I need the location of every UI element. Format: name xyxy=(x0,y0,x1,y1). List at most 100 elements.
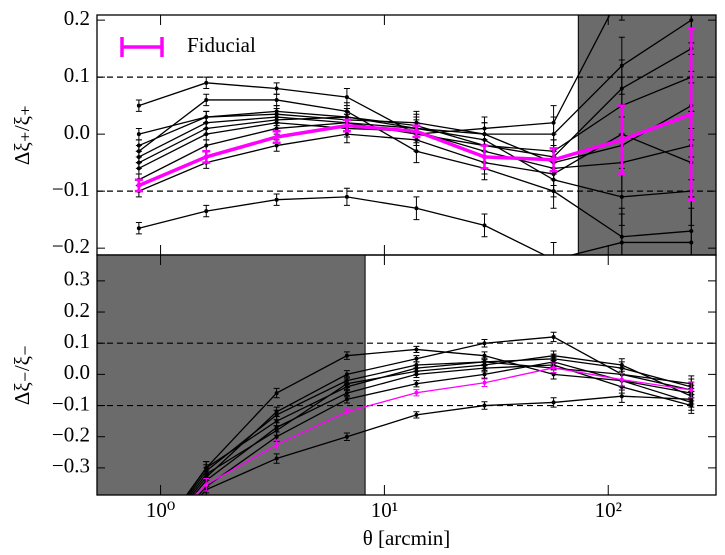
data-point xyxy=(344,353,349,358)
x-tick-label: 10¹ xyxy=(371,498,398,522)
data-point xyxy=(344,434,349,439)
data-point xyxy=(482,366,487,371)
y-axis-label: Δξ₊/ξ₊ xyxy=(10,105,34,165)
data-point xyxy=(414,363,419,368)
data-point xyxy=(274,442,279,447)
data-point xyxy=(204,482,209,487)
data-point xyxy=(274,197,279,202)
data-point xyxy=(414,372,419,377)
data-point xyxy=(482,359,487,364)
data-point xyxy=(274,456,279,461)
data-point xyxy=(344,132,349,137)
data-point xyxy=(482,380,487,385)
data-point xyxy=(204,97,209,102)
y-axis-label: Δξ₋/ξ₋ xyxy=(10,345,34,405)
data-point xyxy=(344,95,349,100)
data-point xyxy=(203,154,209,160)
data-point xyxy=(344,372,349,377)
data-point xyxy=(274,419,279,424)
data-point xyxy=(482,372,487,377)
x-tick-label: 10² xyxy=(595,498,622,522)
y-tick-label: −0.2 xyxy=(52,423,90,447)
data-point xyxy=(619,137,625,143)
data-point xyxy=(344,115,349,120)
y-tick-label: 0.0 xyxy=(64,360,90,384)
data-point xyxy=(551,365,556,370)
plot-area xyxy=(97,15,716,262)
data-point xyxy=(414,347,419,352)
data-point xyxy=(551,353,556,358)
data-point xyxy=(619,363,624,368)
y-tick-label: 0.1 xyxy=(64,329,90,353)
axes-frame xyxy=(96,254,717,496)
data-point xyxy=(414,206,419,211)
y-tick-label: −0.2 xyxy=(52,234,90,258)
data-point xyxy=(204,469,209,473)
data-point xyxy=(274,97,279,102)
data-point xyxy=(344,397,349,402)
data-point xyxy=(136,103,141,108)
data-point xyxy=(551,334,556,339)
y-tick-label: 0.3 xyxy=(64,267,90,291)
legend: Fiducial xyxy=(120,33,256,57)
data-point xyxy=(619,86,624,91)
y-tick-label: 0.0 xyxy=(64,120,90,144)
data-point xyxy=(136,182,142,188)
data-point xyxy=(619,377,624,382)
x-tick-label: 10⁰ xyxy=(146,498,175,522)
data-point xyxy=(481,154,487,160)
data-point xyxy=(274,86,279,91)
data-point xyxy=(274,412,279,417)
data-point xyxy=(274,391,279,396)
y-tick-label: −0.1 xyxy=(52,391,90,415)
data-point xyxy=(344,123,350,129)
data-point xyxy=(552,258,556,262)
data-point xyxy=(274,434,279,439)
data-point xyxy=(482,403,487,408)
data-point xyxy=(136,160,141,165)
data-point xyxy=(551,157,557,163)
error-bar xyxy=(618,15,625,21)
data-point xyxy=(414,381,419,386)
data-point xyxy=(204,126,209,131)
error-bar xyxy=(550,241,557,255)
data-point xyxy=(274,143,279,148)
data-point xyxy=(551,372,556,377)
data-point xyxy=(414,390,419,395)
data-point xyxy=(689,387,694,392)
x-axis-label: θ [arcmin] xyxy=(363,526,451,550)
legend-label: Fiducial xyxy=(187,33,256,57)
data-point xyxy=(136,226,141,231)
data-point xyxy=(413,128,419,134)
data-point xyxy=(204,209,209,214)
data-point xyxy=(688,111,694,117)
data-point xyxy=(344,194,349,199)
data-point xyxy=(619,394,624,399)
excluded-region xyxy=(577,15,716,255)
data-point xyxy=(136,149,141,154)
data-point xyxy=(482,353,487,358)
y-tick-label: 0.2 xyxy=(64,298,90,322)
data-point xyxy=(482,341,487,346)
data-point xyxy=(551,400,556,405)
plot-area xyxy=(97,255,716,552)
data-point xyxy=(204,80,209,85)
y-tick-label: 0.2 xyxy=(64,6,90,30)
y-tick-label: −0.3 xyxy=(52,454,90,478)
data-point xyxy=(137,544,141,548)
data-point xyxy=(619,234,624,239)
error-bar xyxy=(136,540,142,552)
data-point xyxy=(414,356,419,361)
data-point xyxy=(482,223,487,228)
data-point xyxy=(689,229,694,234)
data-point xyxy=(344,409,349,414)
data-point xyxy=(274,126,279,131)
y-tick-label: −0.1 xyxy=(52,177,90,201)
data-point xyxy=(274,134,280,140)
legend-swatch xyxy=(120,37,164,57)
data-point xyxy=(414,412,419,417)
data-point xyxy=(274,425,279,430)
y-tick-label: 0.1 xyxy=(64,63,90,87)
